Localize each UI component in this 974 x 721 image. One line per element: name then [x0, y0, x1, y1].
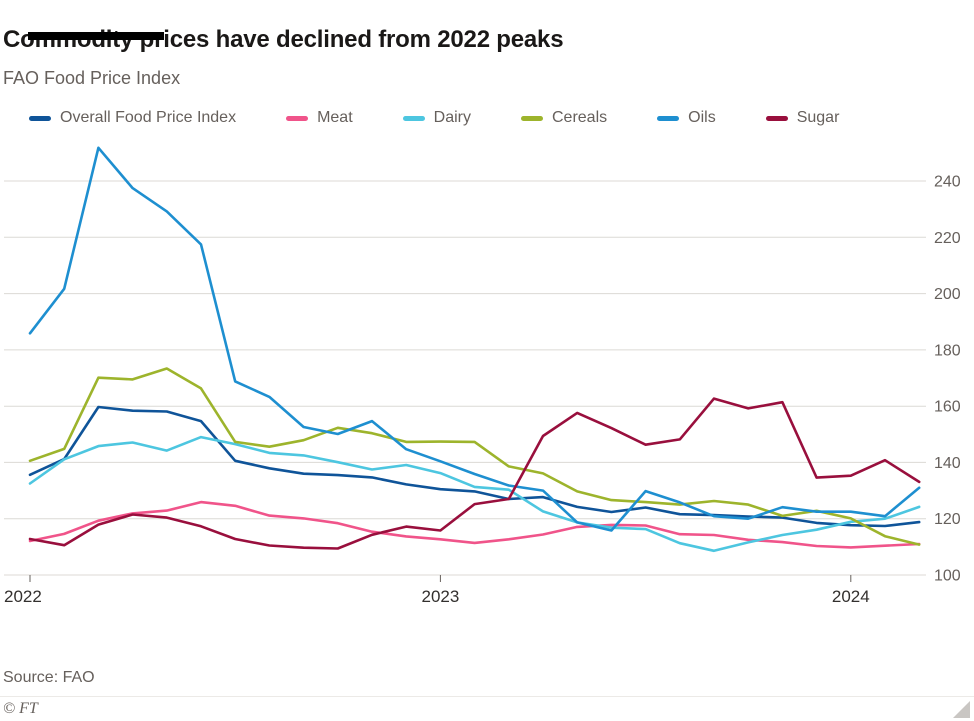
series-line-oils [28, 146, 921, 532]
x-tick-label-2023: 2023 [421, 587, 459, 606]
y-tick-label-120: 120 [934, 511, 961, 528]
legend-item-overall-food-price-index: Overall Food Price Index [29, 109, 236, 127]
legend-label-sugar: Sugar [796, 109, 840, 126]
legend-label-dairy: Dairy [433, 109, 471, 126]
fao-price-chart: 100 120 140 160 180 200 220 240 2022 2023 2024 [4, 146, 961, 606]
ft-top-bar [28, 32, 164, 40]
series-line-dairy [28, 435, 921, 553]
chart-page: Commodity prices have declined from 2022… [0, 26, 974, 721]
y-tick-label-220: 220 [934, 230, 961, 247]
legend-swatch-oils [657, 115, 680, 121]
y-tick-label-240: 240 [934, 174, 961, 191]
credit-row: © FT [0, 696, 974, 721]
legend-item-sugar: Sugar [765, 109, 840, 127]
x-tick-label-2024: 2024 [832, 587, 870, 606]
legend-item-meat: Meat [286, 109, 353, 127]
legend-label-overall-food-price-index: Overall Food Price Index [60, 109, 237, 126]
chart-title: Commodity prices have declined from 2022… [3, 26, 564, 53]
corner-triangle-icon [953, 701, 970, 718]
chart-subtitle: FAO Food Price Index [3, 68, 181, 88]
legend-swatch-sugar [765, 115, 788, 121]
legend-swatch-overall-food-price-index [29, 115, 51, 121]
legend-swatch-dairy [402, 115, 425, 121]
legend-label-meat: Meat [317, 109, 353, 126]
legend-label-cereals: Cereals [552, 109, 608, 126]
series-line-sugar [28, 397, 921, 550]
series-line-overall-food-price-index [28, 405, 921, 528]
y-tick-label-100: 100 [934, 568, 961, 585]
legend-item-dairy: Dairy [402, 109, 471, 127]
ft-credit: © FT [3, 700, 38, 717]
source-text: Source: FAO [3, 669, 95, 686]
x-tick-label-2022: 2022 [4, 587, 42, 606]
legend-item-oils: Oils [657, 109, 716, 127]
y-tick-label-180: 180 [934, 342, 961, 359]
y-tick-label-200: 200 [934, 286, 961, 303]
y-tick-label-160: 160 [934, 399, 961, 416]
y-tick-label-140: 140 [934, 455, 961, 472]
series-line-meat [28, 500, 921, 549]
legend-item-cereals: Cereals [521, 109, 607, 127]
chart-legend: Overall Food Price Index Meat Dairy Cereals… [29, 107, 974, 129]
legend-swatch-meat [286, 115, 309, 121]
legend-swatch-cereals [521, 115, 543, 121]
legend-label-oils: Oils [688, 109, 716, 126]
